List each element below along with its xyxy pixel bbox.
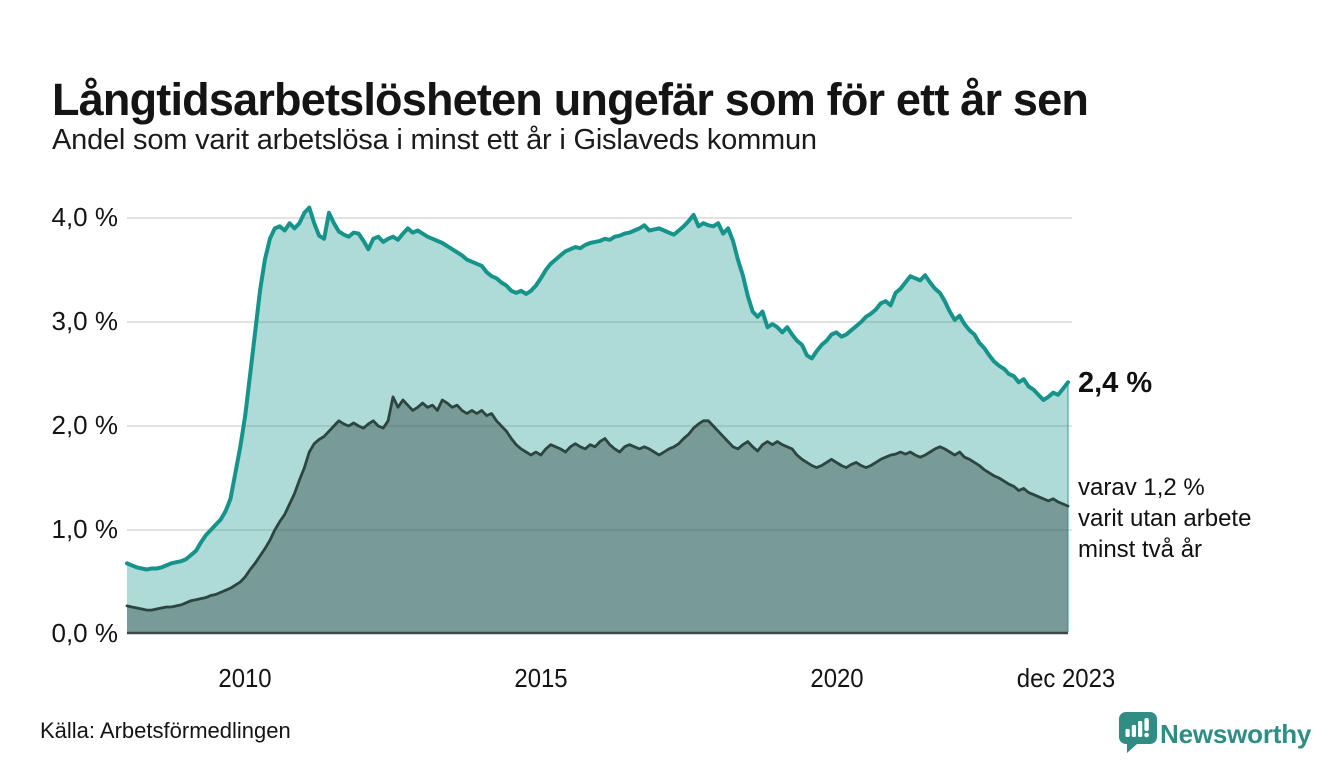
source-credit: Källa: Arbetsförmedlingen: [40, 718, 291, 743]
newsworthy-logo-icon: [1119, 712, 1157, 753]
latest-value-label: 2,4 %: [1078, 367, 1153, 399]
line-two-years: [125, 395, 1070, 612]
y-axis-tick: 1,0 %: [51, 513, 119, 544]
x-axis-tick: 2010: [218, 663, 272, 693]
two-year-annotation: varav 1,2 % varit utan arbete minst två …: [1078, 472, 1251, 565]
line-one-year: [125, 205, 1070, 572]
page-title: Långtidsarbetslösheten ungefär som för e…: [52, 74, 1089, 126]
y-axis-tick: 4,0 %: [51, 201, 119, 232]
y-axis-tick: 2,0 %: [51, 409, 119, 440]
x-axis-tick: dec 2023: [1016, 663, 1116, 693]
chart-subtitle: Andel som varit arbetslösa i minst ett å…: [52, 124, 817, 156]
area-two-years: [127, 396, 1068, 634]
newsworthy-branding: Newsworthy: [1117, 710, 1311, 756]
area-one-year: [127, 207, 1068, 634]
x-axis-tick: 2015: [514, 663, 568, 693]
y-axis-tick: 3,0 %: [51, 305, 119, 336]
two-year-annotation-line: varav 1,2 %: [1078, 474, 1205, 501]
newsworthy-wordmark: Newsworthy: [1160, 719, 1312, 749]
x-axis-tick: 2020: [810, 663, 864, 693]
two-year-annotation-line: minst två år: [1078, 536, 1203, 563]
y-axis-tick: 0,0 %: [51, 617, 119, 648]
two-year-annotation-line: varit utan arbete: [1078, 505, 1252, 532]
